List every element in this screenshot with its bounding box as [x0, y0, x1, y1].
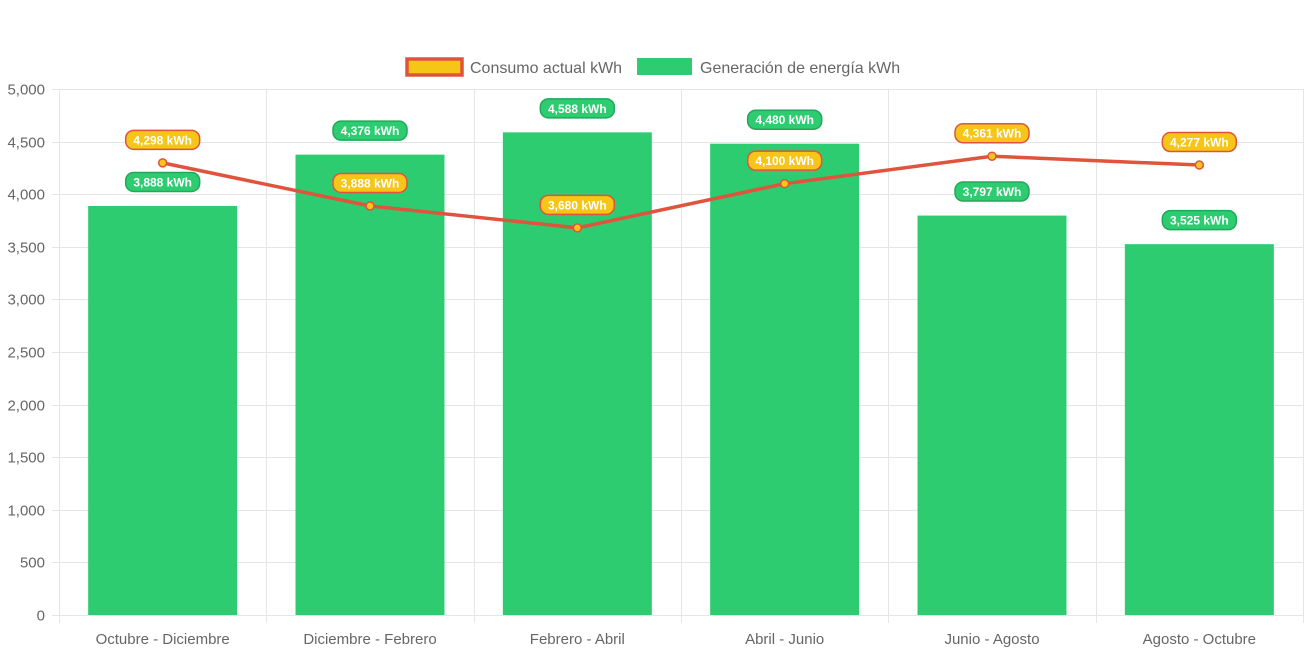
- data-labels: 3,888 kWh 4,376 kWh 4,588 kWh 4,480 kWh 3,79…: [124, 98, 1238, 231]
- y-tick-label: 0: [37, 608, 45, 625]
- bar-data-label: 4,376 kWh: [341, 124, 400, 138]
- y-tick-label: 2,000: [7, 398, 45, 415]
- y-tick-label: 4,500: [7, 135, 45, 152]
- y-tick-label: 1,000: [7, 503, 45, 520]
- line-data-label: 4,361 kWh: [963, 127, 1022, 141]
- bar: [88, 205, 238, 615]
- bar: [917, 215, 1067, 615]
- bar-data-label-bg: [746, 109, 823, 130]
- bar-data-label: 4,480 kWh: [755, 113, 814, 127]
- y-tick-label: 3,000: [7, 292, 45, 309]
- chart-legend: Consumo actual kWh Generación de energía …: [405, 57, 900, 77]
- line-data-label: 3,888 kWh: [341, 176, 400, 190]
- bar: [295, 154, 445, 615]
- x-axis: Octubre - Diciembre Diciembre - Febrero Fe…: [96, 631, 1256, 648]
- y-axis: 0 500 1,000 1,500 2,000 2,500 3,000 3,500 4,000 4…: [7, 82, 45, 625]
- legend-swatch-consumo: [405, 57, 464, 77]
- line-data-label-bg: [746, 150, 823, 171]
- y-tick-label: 1,500: [7, 450, 45, 467]
- y-tick-label: 4,000: [7, 187, 45, 204]
- line-data-label: 4,298 kWh: [133, 133, 192, 147]
- line-point: [365, 201, 375, 211]
- bar-data-label-bg: [1161, 209, 1238, 231]
- chart-grid: [52, 89, 1304, 623]
- line-point: [779, 178, 790, 189]
- line-data-label-bg: [539, 194, 616, 216]
- x-tick-label: Junio - Agosto: [944, 631, 1039, 648]
- y-tick-label: 500: [20, 555, 45, 572]
- bar-series: [88, 132, 1274, 616]
- line-data-label: 4,277 kWh: [1170, 136, 1229, 150]
- bar-data-label-bg: [124, 171, 201, 193]
- line-data-label-bg: [124, 129, 201, 151]
- y-tick-label: 5,000: [7, 82, 45, 99]
- line-point: [572, 223, 583, 233]
- line-point: [157, 158, 168, 168]
- bar-data-label: 4,588 kWh: [548, 102, 607, 116]
- bar-data-label: 3,888 kWh: [133, 175, 192, 189]
- bar-data-label-bg: [539, 98, 616, 119]
- bar: [1124, 244, 1274, 616]
- legend-label-consumo: Consumo actual kWh: [470, 60, 622, 77]
- line-data-label-bg: [954, 122, 1030, 144]
- line-series: [157, 151, 1205, 233]
- line-data-label-bg: [332, 172, 408, 194]
- x-tick-label: Febrero - Abril: [530, 631, 625, 648]
- y-tick-label: 2,500: [7, 345, 45, 362]
- bar-data-label-bg: [954, 181, 1030, 202]
- y-tick-label: 3,500: [7, 240, 45, 257]
- bar-data-label: 3,525 kWh: [1170, 214, 1229, 228]
- line-path: [162, 154, 1200, 230]
- line-point: [1194, 160, 1205, 170]
- x-tick-label: Agosto - Octubre: [1143, 631, 1256, 648]
- line-data-label: 4,100 kWh: [755, 154, 814, 168]
- bar-data-label: 3,797 kWh: [963, 185, 1022, 199]
- bar-data-label-bg: [332, 120, 408, 141]
- legend-label-generacion: Generación de energía kWh: [700, 60, 900, 77]
- bar: [710, 143, 860, 616]
- line-point: [987, 151, 997, 161]
- line-data-label-bg: [1161, 131, 1238, 153]
- x-tick-label: Diciembre - Febrero: [303, 631, 436, 648]
- legend-swatch-generacion: [637, 58, 692, 75]
- x-tick-label: Abril - Junio: [745, 631, 824, 648]
- line-data-label: 3,680 kWh: [548, 198, 607, 212]
- x-tick-label: Octubre - Diciembre: [96, 631, 230, 648]
